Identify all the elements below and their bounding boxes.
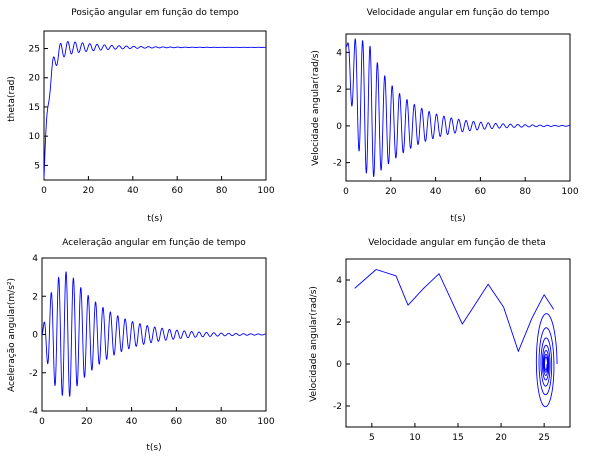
x-tick-label: 40: [430, 187, 442, 197]
x-tick-label: 0: [343, 187, 349, 197]
y-ticks: -2 0 2 4: [333, 48, 350, 169]
x-tick-label: 80: [216, 186, 228, 196]
x-ticks: 5 10 15 20 25: [369, 423, 550, 443]
x-tick-label: 0: [39, 417, 45, 427]
plot-frame: [43, 30, 267, 181]
x-tick-label: 15: [452, 433, 463, 443]
series-line: [354, 269, 555, 352]
y-tick-label: 4: [32, 254, 38, 264]
y-tick-label: 4: [336, 48, 342, 58]
x-ticks: 0 20 40 60 80 100: [343, 177, 579, 197]
x-tick-label: 40: [127, 186, 139, 196]
x-ticks: 0 20 40 60 80 100: [41, 176, 275, 196]
x-tick-label: 100: [257, 186, 274, 196]
y-axis-label: Velocidade angular(rad/s): [311, 50, 321, 166]
plot-frame: [345, 33, 571, 182]
chart-position-vs-time: Posição angular em função do tempo t(s) …: [7, 8, 275, 224]
series-line: [535, 313, 558, 408]
x-tick-label: 0: [41, 186, 47, 196]
x-tick-label: 20: [81, 417, 93, 427]
chart-velocity-vs-time: Velocidade angular em função do tempo t(…: [311, 8, 579, 224]
y-tick-label: 0: [336, 122, 342, 132]
y-tick-label: 2: [32, 292, 38, 302]
x-axis-label: t(s): [146, 443, 161, 453]
y-ticks: -4 -2 0 2 4: [29, 254, 46, 417]
x-tick-label: 10: [409, 433, 421, 443]
y-tick-label: 2: [336, 318, 342, 328]
x-tick-label: 60: [171, 186, 183, 196]
y-tick-label: 15: [29, 103, 40, 113]
y-tick-label: 20: [29, 74, 41, 84]
y-tick-label: -2: [333, 402, 342, 412]
x-tick-label: 20: [495, 433, 507, 443]
x-axis-label: t(s): [147, 214, 162, 224]
series-layer: [345, 38, 571, 178]
y-tick-label: -2: [333, 159, 342, 169]
y-tick-label: 2: [336, 85, 342, 95]
x-tick-label: 100: [257, 417, 274, 427]
x-tick-label: 40: [126, 417, 138, 427]
chart-acceleration-vs-time: Aceleração angular em função de tempo t(…: [7, 238, 275, 453]
y-ticks: -2 0 2 4: [333, 276, 350, 412]
y-tick-label: 0: [32, 331, 38, 341]
y-tick-label: 0: [336, 360, 342, 370]
y-tick-label: 5: [34, 161, 40, 171]
x-tick-label: 60: [475, 187, 487, 197]
y-axis-label: Aceleração angular(m/s²): [7, 278, 17, 392]
plot-frame: [345, 258, 571, 428]
chart-title: Posição angular em função do tempo: [71, 8, 239, 18]
chart-title: Aceleração angular em função de tempo: [62, 238, 246, 248]
y-axis-label: theta(rad): [7, 76, 17, 122]
chart-velocity-vs-theta: Velocidade angular em função de theta Ve…: [309, 238, 571, 443]
chart-title: Velocidade angular em função de theta: [368, 238, 546, 248]
x-tick-label: 80: [519, 187, 531, 197]
series-line: [345, 38, 571, 178]
x-ticks: 0 20 40 60 80 100: [39, 407, 275, 427]
y-tick-label: -2: [29, 369, 38, 379]
y-axis-label: Velocidade angular(rad/s): [309, 286, 319, 402]
chart-title: Velocidade angular em função do tempo: [367, 8, 550, 18]
series-layer: [41, 271, 267, 397]
y-tick-label: 10: [29, 132, 41, 142]
y-tick-label: 4: [336, 276, 342, 286]
y-tick-label: 25: [29, 45, 40, 55]
x-axis-label: t(s): [450, 214, 465, 224]
x-tick-label: 20: [385, 187, 397, 197]
series-layer: [43, 41, 267, 179]
x-tick-label: 100: [561, 187, 578, 197]
x-tick-label: 20: [83, 186, 95, 196]
x-tick-label: 60: [171, 417, 183, 427]
x-tick-label: 5: [369, 433, 375, 443]
y-tick-label: -4: [29, 407, 38, 417]
x-tick-label: 80: [215, 417, 227, 427]
x-tick-label: 25: [538, 433, 549, 443]
series-line: [43, 41, 267, 179]
series-line: [41, 271, 267, 397]
series-layer: [354, 269, 558, 408]
